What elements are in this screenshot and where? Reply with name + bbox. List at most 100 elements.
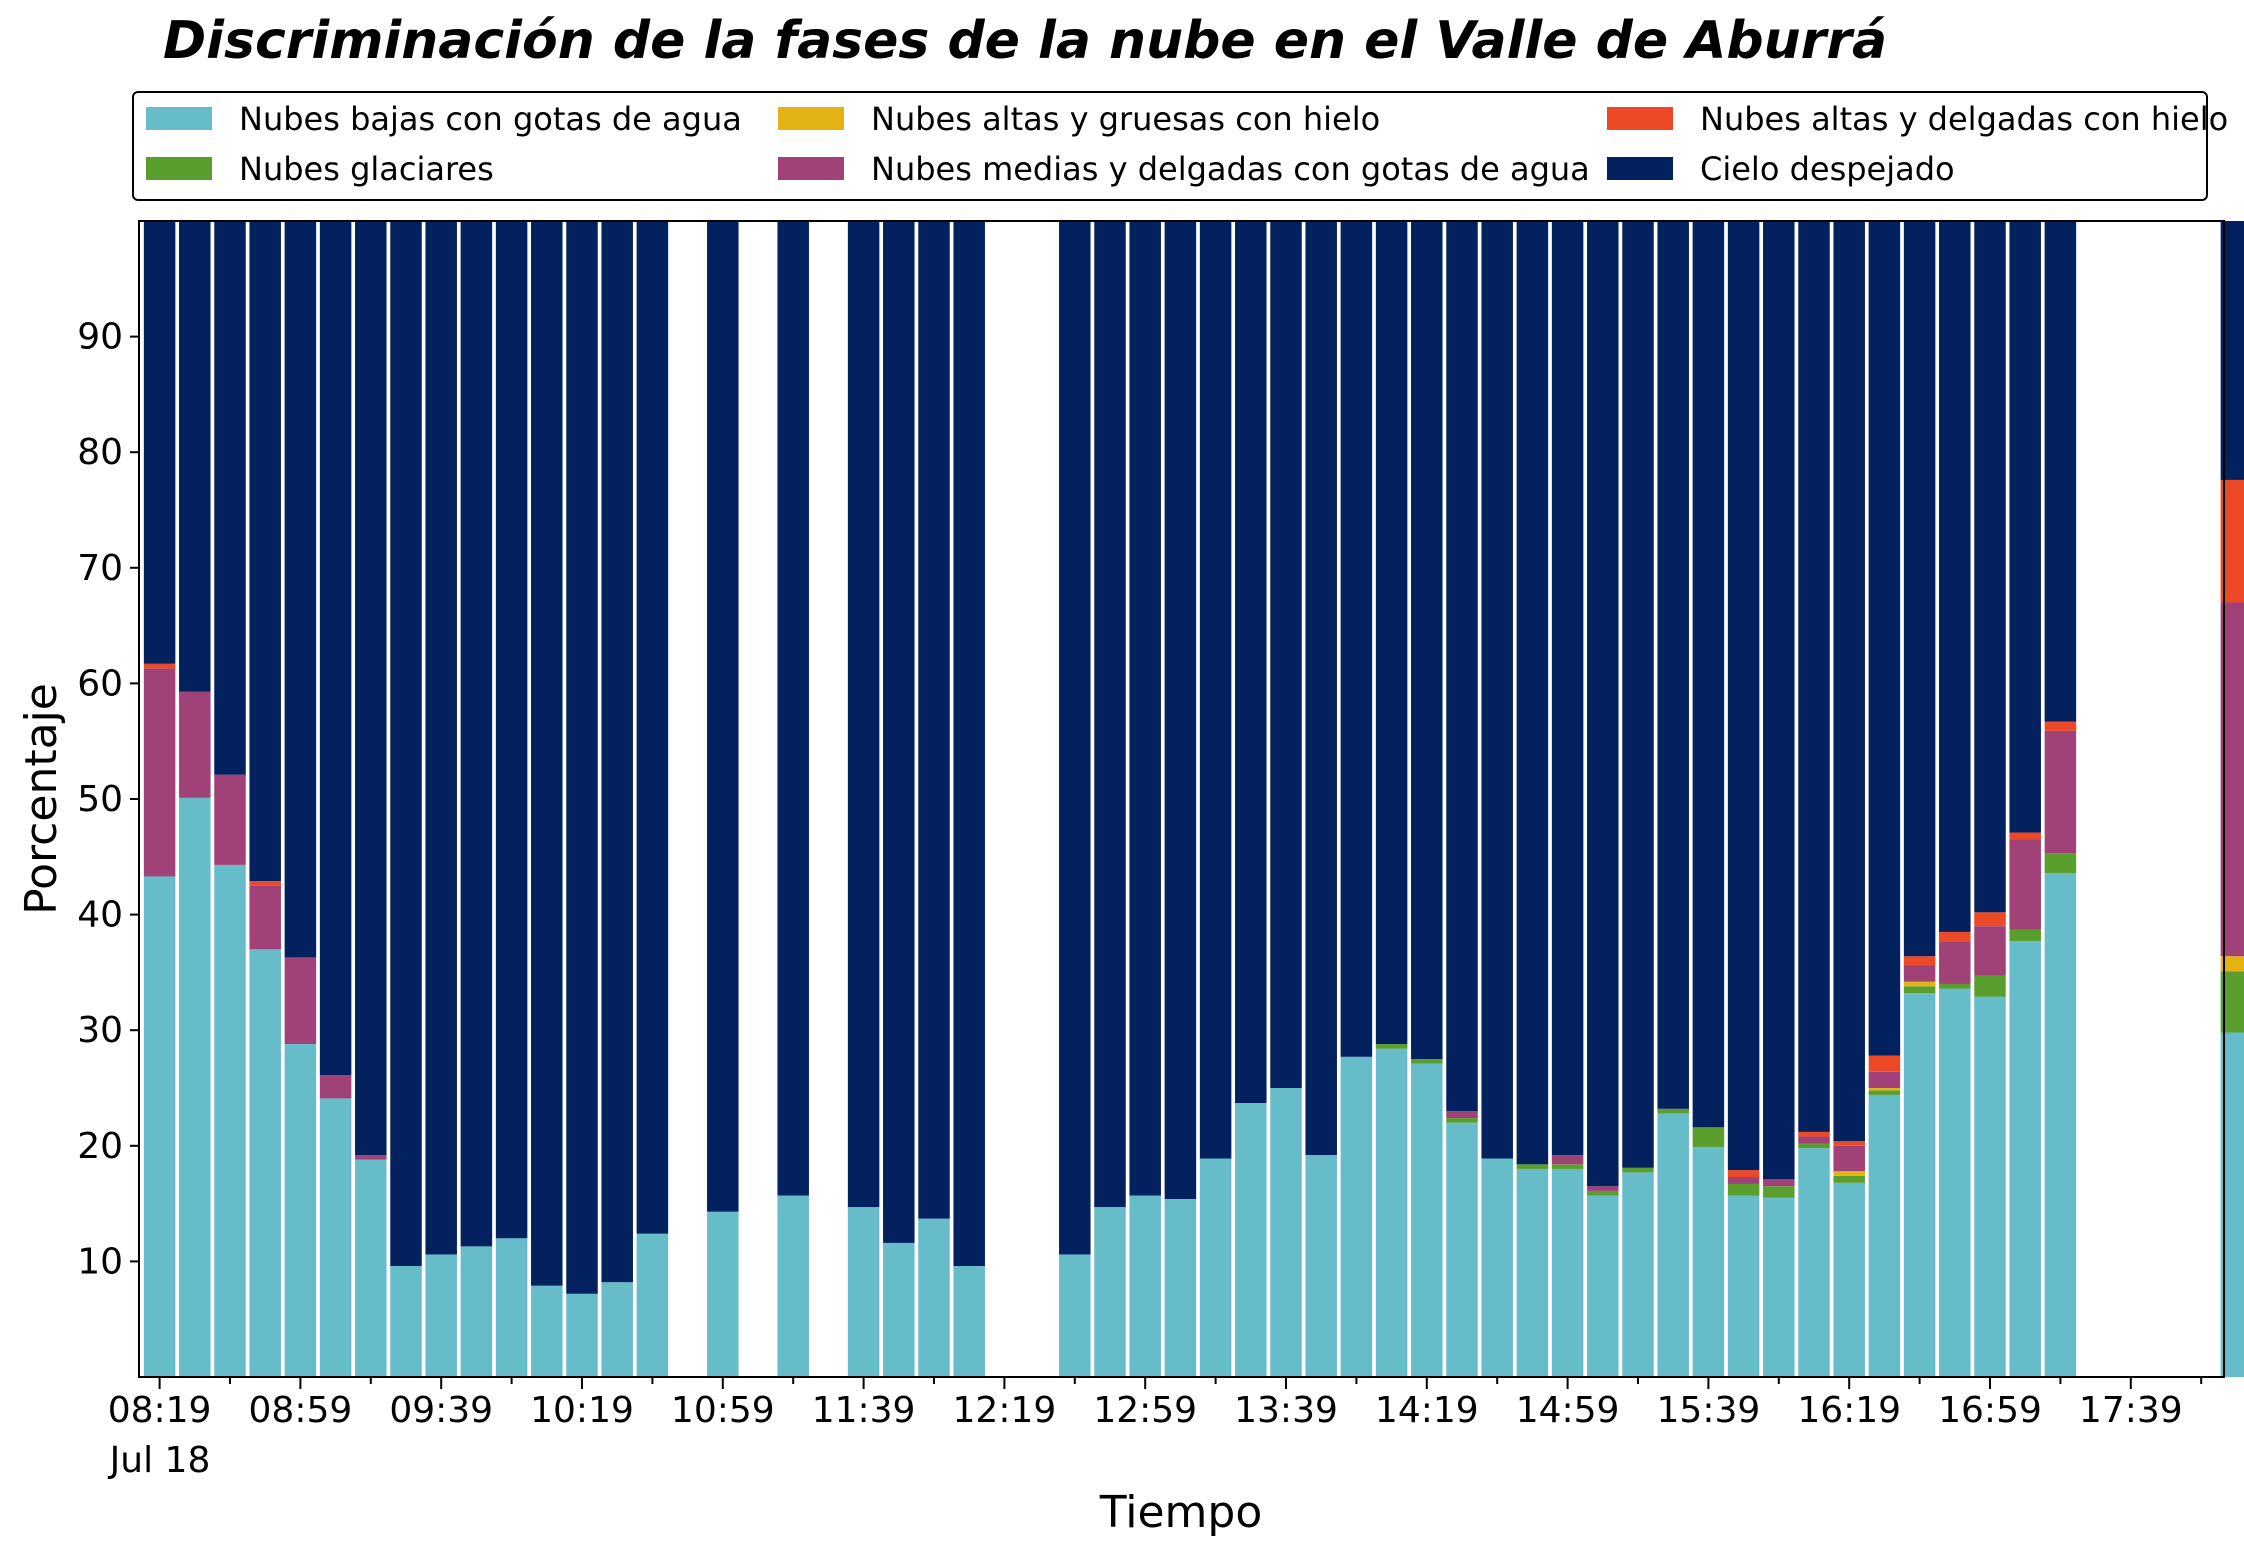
y-axis: 10 20 30 40 50 60 70 80 90 — [77, 317, 139, 1282]
bar-segment — [1727, 1195, 1760, 1377]
bar-segment — [249, 949, 281, 1377]
bar-segment — [2220, 221, 2244, 480]
bar-stack — [460, 221, 493, 1377]
bar-segment — [319, 221, 352, 1076]
bar-segment — [1903, 956, 1936, 966]
bar-segment — [1094, 221, 1126, 1208]
bar-segment — [1446, 1111, 1478, 1119]
y-tick-label: 80 — [77, 432, 123, 473]
x-axis: 08:19 08:59 09:39 10:19 10:59 11:39 12:19 12:59… — [108, 1377, 2203, 1431]
x-tick-label: 08:59 — [249, 1390, 353, 1431]
bar-segment — [1657, 1113, 1689, 1377]
bar-segment — [1692, 1127, 1725, 1147]
bar-segment — [2044, 221, 2077, 722]
bar-segment — [777, 1195, 809, 1377]
bar-segment — [1903, 221, 1936, 957]
bar-segment — [1657, 1108, 1689, 1114]
bar-segment — [1411, 221, 1443, 1060]
bar-segment — [143, 663, 176, 669]
bar-segment — [707, 1211, 739, 1377]
bar-segment — [1833, 1145, 1865, 1172]
bar-segment — [2044, 730, 2077, 854]
bar-stack — [636, 221, 669, 1377]
bar-stack — [1446, 221, 1478, 1377]
bar-stack — [1692, 221, 1725, 1377]
bar-segment — [284, 957, 317, 1045]
legend-swatch — [1607, 107, 1673, 130]
bar-segment — [2044, 721, 2077, 731]
bar-segment — [707, 221, 739, 1212]
bar-stack — [1305, 221, 1337, 1377]
bar-segment — [1411, 1059, 1443, 1064]
bar-segment — [1446, 1118, 1478, 1123]
x-tick-label: 13:39 — [1234, 1390, 1338, 1431]
bar-segment — [1411, 1063, 1443, 1377]
bar-segment — [1516, 1164, 1549, 1169]
y-tick-label: 40 — [77, 895, 123, 936]
bar-segment — [1059, 221, 1091, 1255]
bar-segment — [531, 1285, 563, 1377]
bar-stack — [143, 221, 176, 1377]
bar-segment — [1375, 221, 1408, 1045]
x-axis-label: Tiempo — [1099, 1487, 1263, 1538]
legend: Nubes bajas con gotas de agua Nubes altas… — [132, 91, 2228, 201]
bar-segment — [953, 221, 985, 1267]
bar-stack — [1340, 221, 1373, 1377]
bar-segment — [1727, 1170, 1760, 1178]
bar-stack — [1094, 221, 1126, 1377]
bar-segment — [1974, 221, 2006, 913]
bar-segment — [1868, 1088, 1901, 1091]
y-tick-label: 20 — [77, 1126, 123, 1167]
bar-segment — [179, 691, 211, 798]
bar-segment — [1763, 1186, 1795, 1198]
bar-stack — [1129, 221, 1161, 1377]
bar-segment — [1868, 1090, 1901, 1095]
bar-segment — [1199, 221, 1232, 1159]
bar-segment — [1622, 221, 1654, 1168]
bar-segment — [1270, 221, 1302, 1088]
bar-segment — [883, 1242, 915, 1377]
bar-segment — [777, 221, 809, 1196]
bar-stack — [425, 221, 457, 1377]
legend-label: Cielo despejado — [1700, 150, 1955, 188]
bar-stack — [390, 221, 422, 1377]
bar-segment — [214, 221, 246, 775]
bar-segment — [1587, 1195, 1619, 1377]
bar-segment — [1903, 965, 1936, 982]
bar-stack — [707, 221, 739, 1377]
bar-segment — [249, 881, 281, 886]
bar-segment — [1833, 1171, 1865, 1176]
legend-item: Nubes altas y gruesas con hielo — [778, 100, 1380, 138]
bar-segment — [1939, 931, 1971, 942]
bar-segment — [1375, 1048, 1408, 1377]
bar-stack — [1164, 221, 1197, 1377]
bar-stack — [1657, 221, 1689, 1377]
bar-segment — [425, 221, 457, 1255]
bar-segment — [1833, 1175, 1865, 1183]
bar-segment — [847, 1207, 880, 1377]
bar-segment — [1199, 1158, 1232, 1377]
bar-segment — [1903, 986, 1936, 994]
x-tick-label: 16:59 — [1938, 1390, 2042, 1431]
chart-title: Discriminación de la fases de la nube en… — [163, 11, 1887, 71]
bar-segment — [425, 1254, 457, 1377]
bar-stack — [566, 221, 598, 1377]
bar-segment — [1551, 221, 1584, 1156]
bar-segment — [1622, 1172, 1654, 1377]
bar-segment — [1763, 1179, 1795, 1187]
bar-segment — [1587, 221, 1619, 1187]
bar-segment — [1903, 993, 1936, 1377]
bar-segment — [249, 221, 281, 882]
bar-stack — [1375, 221, 1408, 1377]
bar-stack — [249, 221, 281, 1377]
y-tick-label: 10 — [77, 1241, 123, 1282]
y-tick-label: 70 — [77, 548, 123, 589]
y-axis-label: Porcentaje — [16, 683, 67, 915]
bar-segment — [1868, 1055, 1901, 1072]
bar-segment — [2220, 971, 2244, 1033]
bar-segment — [1270, 1088, 1302, 1377]
bar-segment — [1939, 221, 1971, 932]
bar-segment — [460, 1246, 493, 1377]
bar-segment — [1868, 1071, 1901, 1088]
bar-segment — [1129, 1195, 1161, 1377]
